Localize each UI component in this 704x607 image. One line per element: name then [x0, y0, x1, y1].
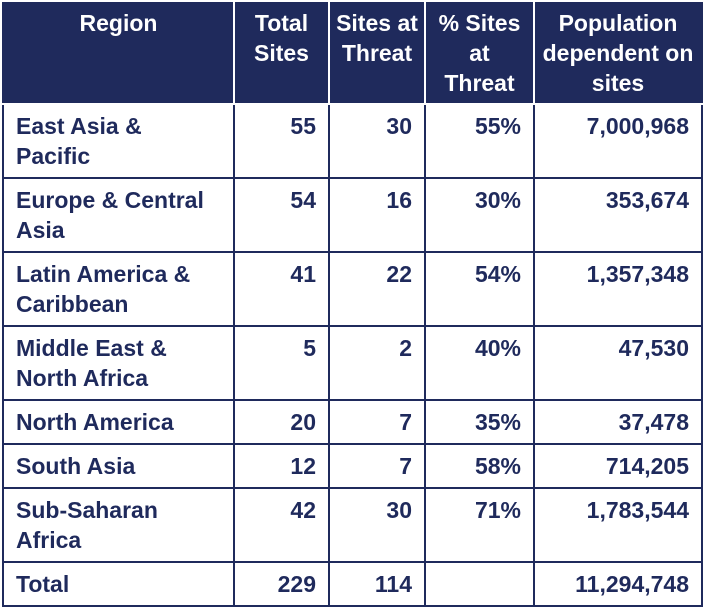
cell-total-sites: 42: [233, 487, 330, 563]
cell-population: 47,530: [533, 325, 703, 401]
cell-total-sites: 41: [233, 251, 330, 327]
header-sites-at-threat: Sites at Threat: [328, 2, 426, 105]
cell-sites-at-threat: 30: [328, 103, 426, 179]
header-row: Region Total Sites Sites at Threat % Sit…: [2, 2, 703, 105]
cell-total-sites: 5: [233, 325, 330, 401]
header-total-sites: Total Sites: [233, 2, 330, 105]
cell-pct-at-threat: 58%: [424, 443, 535, 489]
cell-pct-at-threat: 71%: [424, 487, 535, 563]
cell-population: 11,294,748: [533, 561, 703, 607]
cell-total-sites: 55: [233, 103, 330, 179]
table-row: Latin America & Caribbean 41 22 54% 1,35…: [2, 251, 703, 327]
cell-pct-at-threat: 54%: [424, 251, 535, 327]
cell-population: 353,674: [533, 177, 703, 253]
cell-total-sites: 229: [233, 561, 330, 607]
cell-region: Sub-Saharan Africa: [2, 487, 235, 563]
cell-region: Latin America & Caribbean: [2, 251, 235, 327]
cell-region: Total: [2, 561, 235, 607]
table-row: Europe & Central Asia 54 16 30% 353,674: [2, 177, 703, 253]
total-row: Total 229 114 11,294,748: [2, 561, 703, 607]
cell-population: 1,783,544: [533, 487, 703, 563]
cell-region: Middle East & North Africa: [2, 325, 235, 401]
cell-total-sites: 20: [233, 399, 330, 445]
cell-pct-at-threat: 55%: [424, 103, 535, 179]
cell-pct-at-threat: [424, 561, 535, 607]
header-population: Population dependent on sites: [533, 2, 703, 105]
cell-sites-at-threat: 7: [328, 443, 426, 489]
table-row: South Asia 12 7 58% 714,205: [2, 443, 703, 489]
table-row: North America 20 7 35% 37,478: [2, 399, 703, 445]
table-header: Region Total Sites Sites at Threat % Sit…: [2, 2, 703, 105]
cell-region: Europe & Central Asia: [2, 177, 235, 253]
cell-sites-at-threat: 2: [328, 325, 426, 401]
cell-sites-at-threat: 114: [328, 561, 426, 607]
table-body: East Asia & Pacific 55 30 55% 7,000,968 …: [2, 103, 703, 607]
cell-total-sites: 12: [233, 443, 330, 489]
cell-population: 714,205: [533, 443, 703, 489]
cell-population: 1,357,348: [533, 251, 703, 327]
cell-pct-at-threat: 30%: [424, 177, 535, 253]
table-row: Middle East & North Africa 5 2 40% 47,53…: [2, 325, 703, 401]
table-row: East Asia & Pacific 55 30 55% 7,000,968: [2, 103, 703, 179]
header-pct-at-threat: % Sites at Threat: [424, 2, 535, 105]
cell-population: 7,000,968: [533, 103, 703, 179]
cell-sites-at-threat: 7: [328, 399, 426, 445]
cell-pct-at-threat: 40%: [424, 325, 535, 401]
table-row: Sub-Saharan Africa 42 30 71% 1,783,544: [2, 487, 703, 563]
cell-pct-at-threat: 35%: [424, 399, 535, 445]
header-region: Region: [2, 2, 235, 105]
cell-region: North America: [2, 399, 235, 445]
cell-population: 37,478: [533, 399, 703, 445]
cell-sites-at-threat: 30: [328, 487, 426, 563]
cell-sites-at-threat: 16: [328, 177, 426, 253]
cell-sites-at-threat: 22: [328, 251, 426, 327]
cell-region: East Asia & Pacific: [2, 103, 235, 179]
cell-total-sites: 54: [233, 177, 330, 253]
cell-region: South Asia: [2, 443, 235, 489]
